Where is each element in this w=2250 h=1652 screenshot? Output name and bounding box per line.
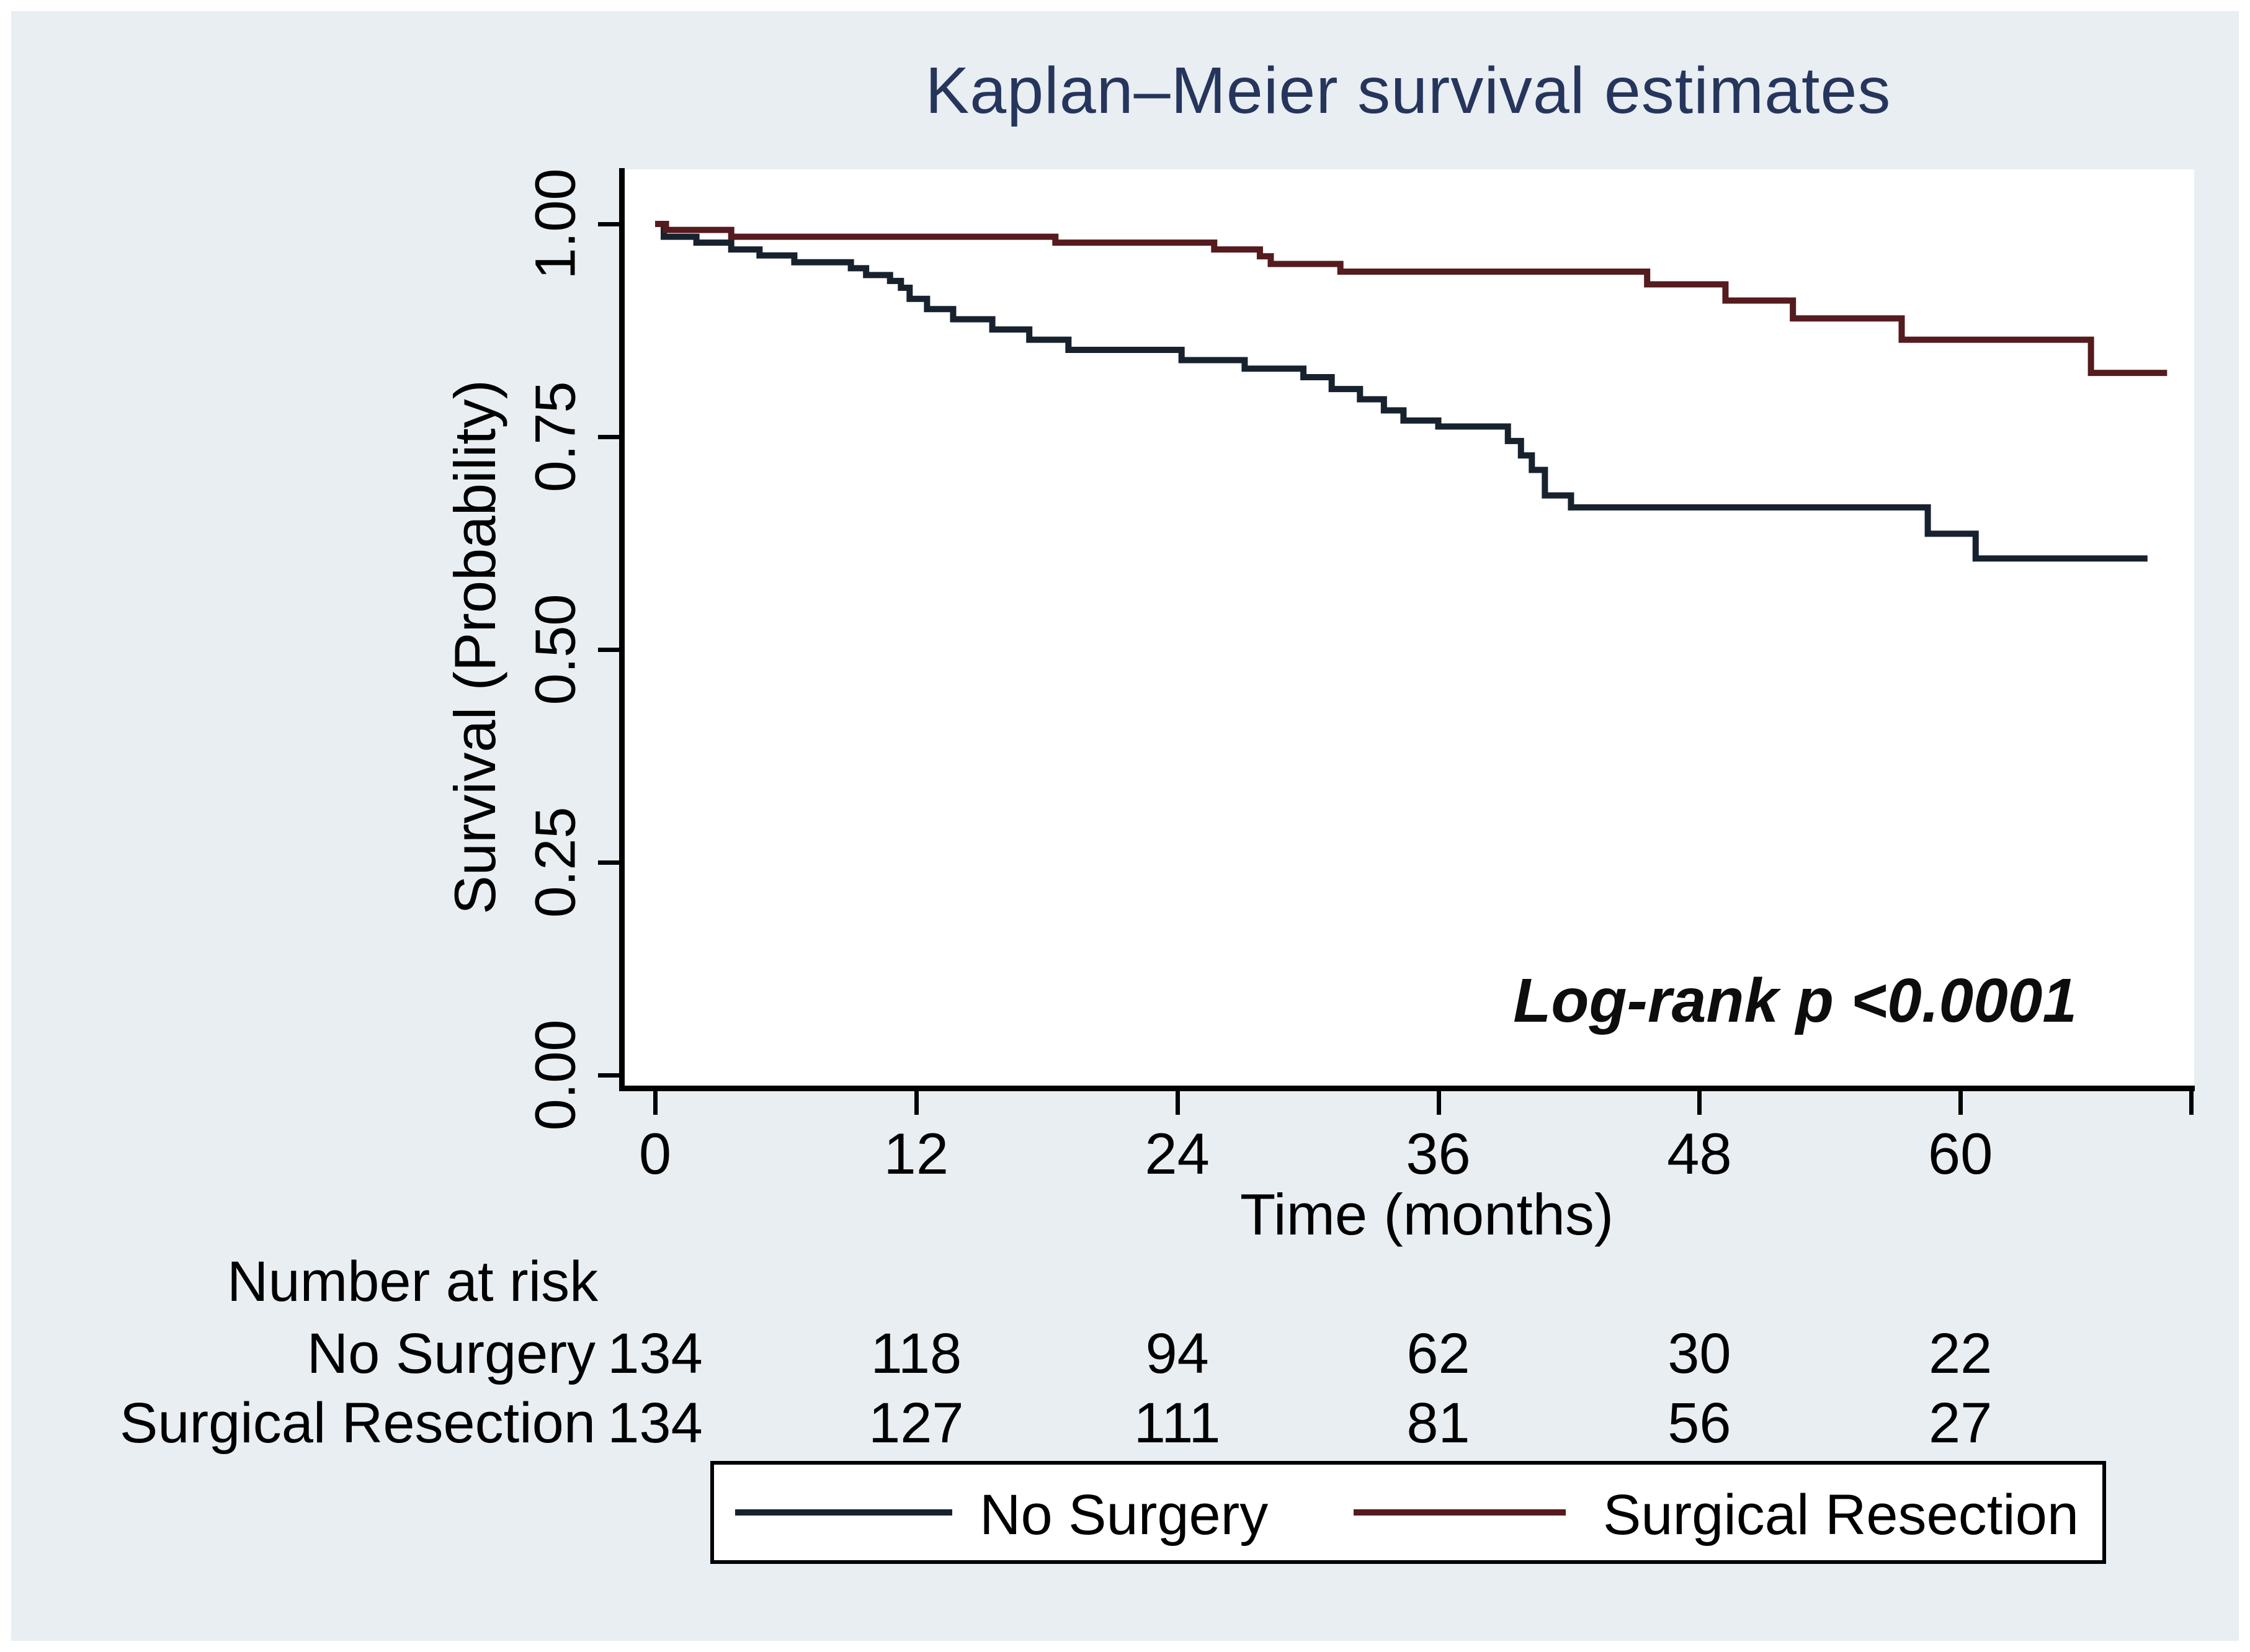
x-axis-line (619, 1086, 2195, 1091)
legend-label-no-surgery: No Surgery (980, 1483, 1269, 1547)
risk-count: 111 (1133, 1391, 1221, 1455)
legend-label-surgical-resection: Surgical Resection (1603, 1483, 2079, 1547)
risk-count: 30 (1667, 1322, 1731, 1385)
y-axis-title: Survival (Probability) (442, 380, 507, 914)
x-tick-label: 36 (1406, 1121, 1471, 1186)
y-tick-mark (598, 435, 622, 439)
y-tick-mark (598, 222, 622, 226)
km-curve-no-surgery (655, 221, 2148, 562)
y-tick-label: 1.00 (524, 168, 587, 280)
plot-area (622, 169, 2194, 1088)
x-tick-label: 48 (1667, 1121, 1732, 1186)
risk-row-label: Surgical Resection (119, 1391, 596, 1455)
x-tick-label: 0 (638, 1121, 672, 1186)
legend-line-no-surgery (735, 1509, 952, 1516)
risk-count: 127 (868, 1391, 964, 1455)
figure-canvas: Kaplan–Meier survival estimates 0 12 24 36 4… (11, 11, 2239, 1641)
x-tick-mark (1436, 1091, 1441, 1115)
risk-count: 56 (1667, 1391, 1731, 1455)
x-tick-label: 12 (883, 1121, 949, 1186)
x-tick-label: 24 (1145, 1121, 1210, 1186)
risk-count: 94 (1145, 1322, 1209, 1385)
x-tick-mark (1697, 1091, 1702, 1115)
y-tick-mark (598, 648, 622, 652)
risk-count: 81 (1406, 1391, 1470, 1455)
y-tick-mark (598, 860, 622, 865)
y-tick-label: 0.50 (524, 594, 587, 705)
x-tick-mark (1958, 1091, 1963, 1115)
km-curve-surgical-resection (655, 221, 2167, 377)
x-axis-title: Time (months) (1239, 1182, 1614, 1247)
y-axis-line (619, 168, 625, 1091)
y-tick-label: 0.00 (524, 1019, 587, 1131)
risk-count: 27 (1929, 1391, 1993, 1455)
y-tick-label: 0.75 (524, 381, 587, 493)
x-tick-mark (914, 1091, 919, 1115)
survival-curves-svg (655, 221, 2167, 562)
risk-count: 22 (1929, 1322, 1993, 1385)
risk-row-label: No Surgery (306, 1322, 596, 1385)
y-tick-label: 0.25 (524, 806, 587, 918)
x-tick-mark (653, 1091, 658, 1115)
risk-count: 62 (1406, 1322, 1470, 1385)
risk-table-title: Number at risk (227, 1250, 599, 1313)
y-tick-mark (598, 1073, 622, 1078)
x-tick-mark (1175, 1091, 1180, 1115)
risk-count: 118 (870, 1322, 962, 1385)
risk-count: 134 (607, 1322, 703, 1385)
legend-line-surgical-resection (1354, 1509, 1566, 1516)
x-tick-label: 60 (1927, 1121, 1993, 1186)
x-tick-mark (2189, 1091, 2194, 1115)
risk-count: 134 (607, 1391, 703, 1455)
log-rank-annotation: Log-rank p <0.0001 (1513, 966, 2077, 1035)
chart-title: Kaplan–Meier survival estimates (925, 54, 1891, 127)
